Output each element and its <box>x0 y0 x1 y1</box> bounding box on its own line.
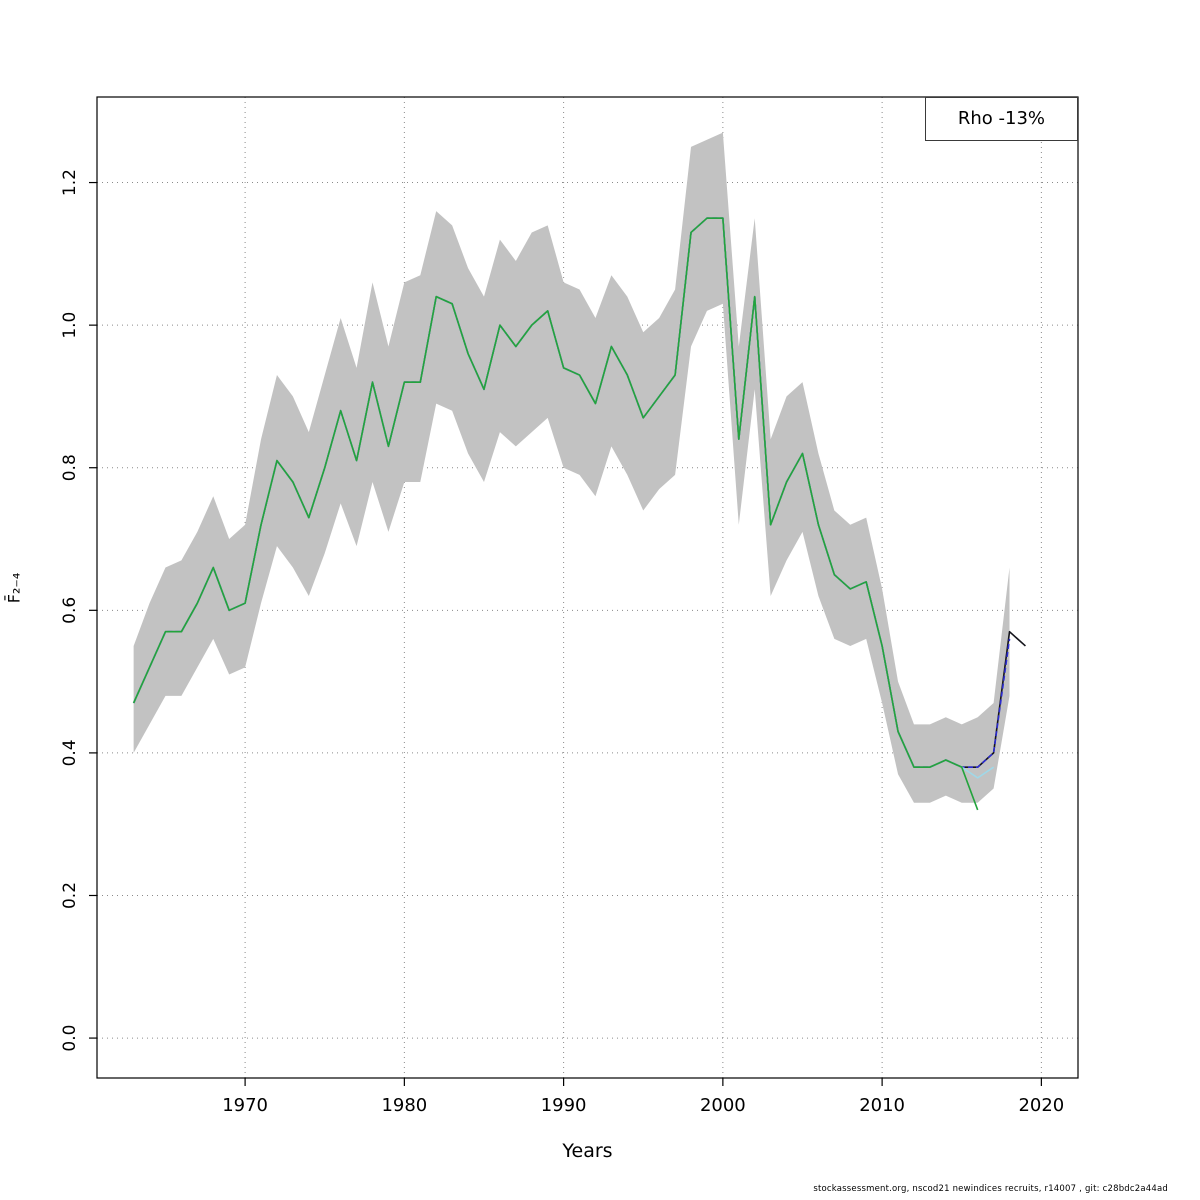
y-tick-label: 0.2 <box>60 882 80 909</box>
confidence-band <box>133 132 1010 803</box>
x-axis-label: Years <box>562 1140 613 1162</box>
y-tick-label: 0.4 <box>60 739 80 766</box>
y-tick-label: 1.2 <box>60 169 80 196</box>
x-tick-label: 1990 <box>541 1095 587 1116</box>
y-axis-label: F̄₂₋₄ <box>4 572 24 604</box>
y-tick-label: 0.6 <box>60 597 80 624</box>
y-tick-label: 1.0 <box>60 312 80 339</box>
footer-credit: stockassessment.org, nscod21 newindices … <box>813 1184 1168 1194</box>
legend-box: Rho -13% <box>924 97 1078 141</box>
x-tick-label: 1970 <box>222 1095 268 1116</box>
plot-frame <box>96 96 1079 1079</box>
x-tick-label: 2020 <box>1018 1095 1064 1116</box>
x-tick-label: 2000 <box>700 1095 746 1116</box>
y-tick-label: 0.8 <box>60 454 80 481</box>
series-line-retro-run-green <box>132 217 979 811</box>
legend-rho-label: Rho -13% <box>957 108 1045 129</box>
y-tick-label: 0.0 <box>60 1025 80 1052</box>
x-tick-label: 2010 <box>859 1095 905 1116</box>
x-tick-label: 1980 <box>381 1095 427 1116</box>
